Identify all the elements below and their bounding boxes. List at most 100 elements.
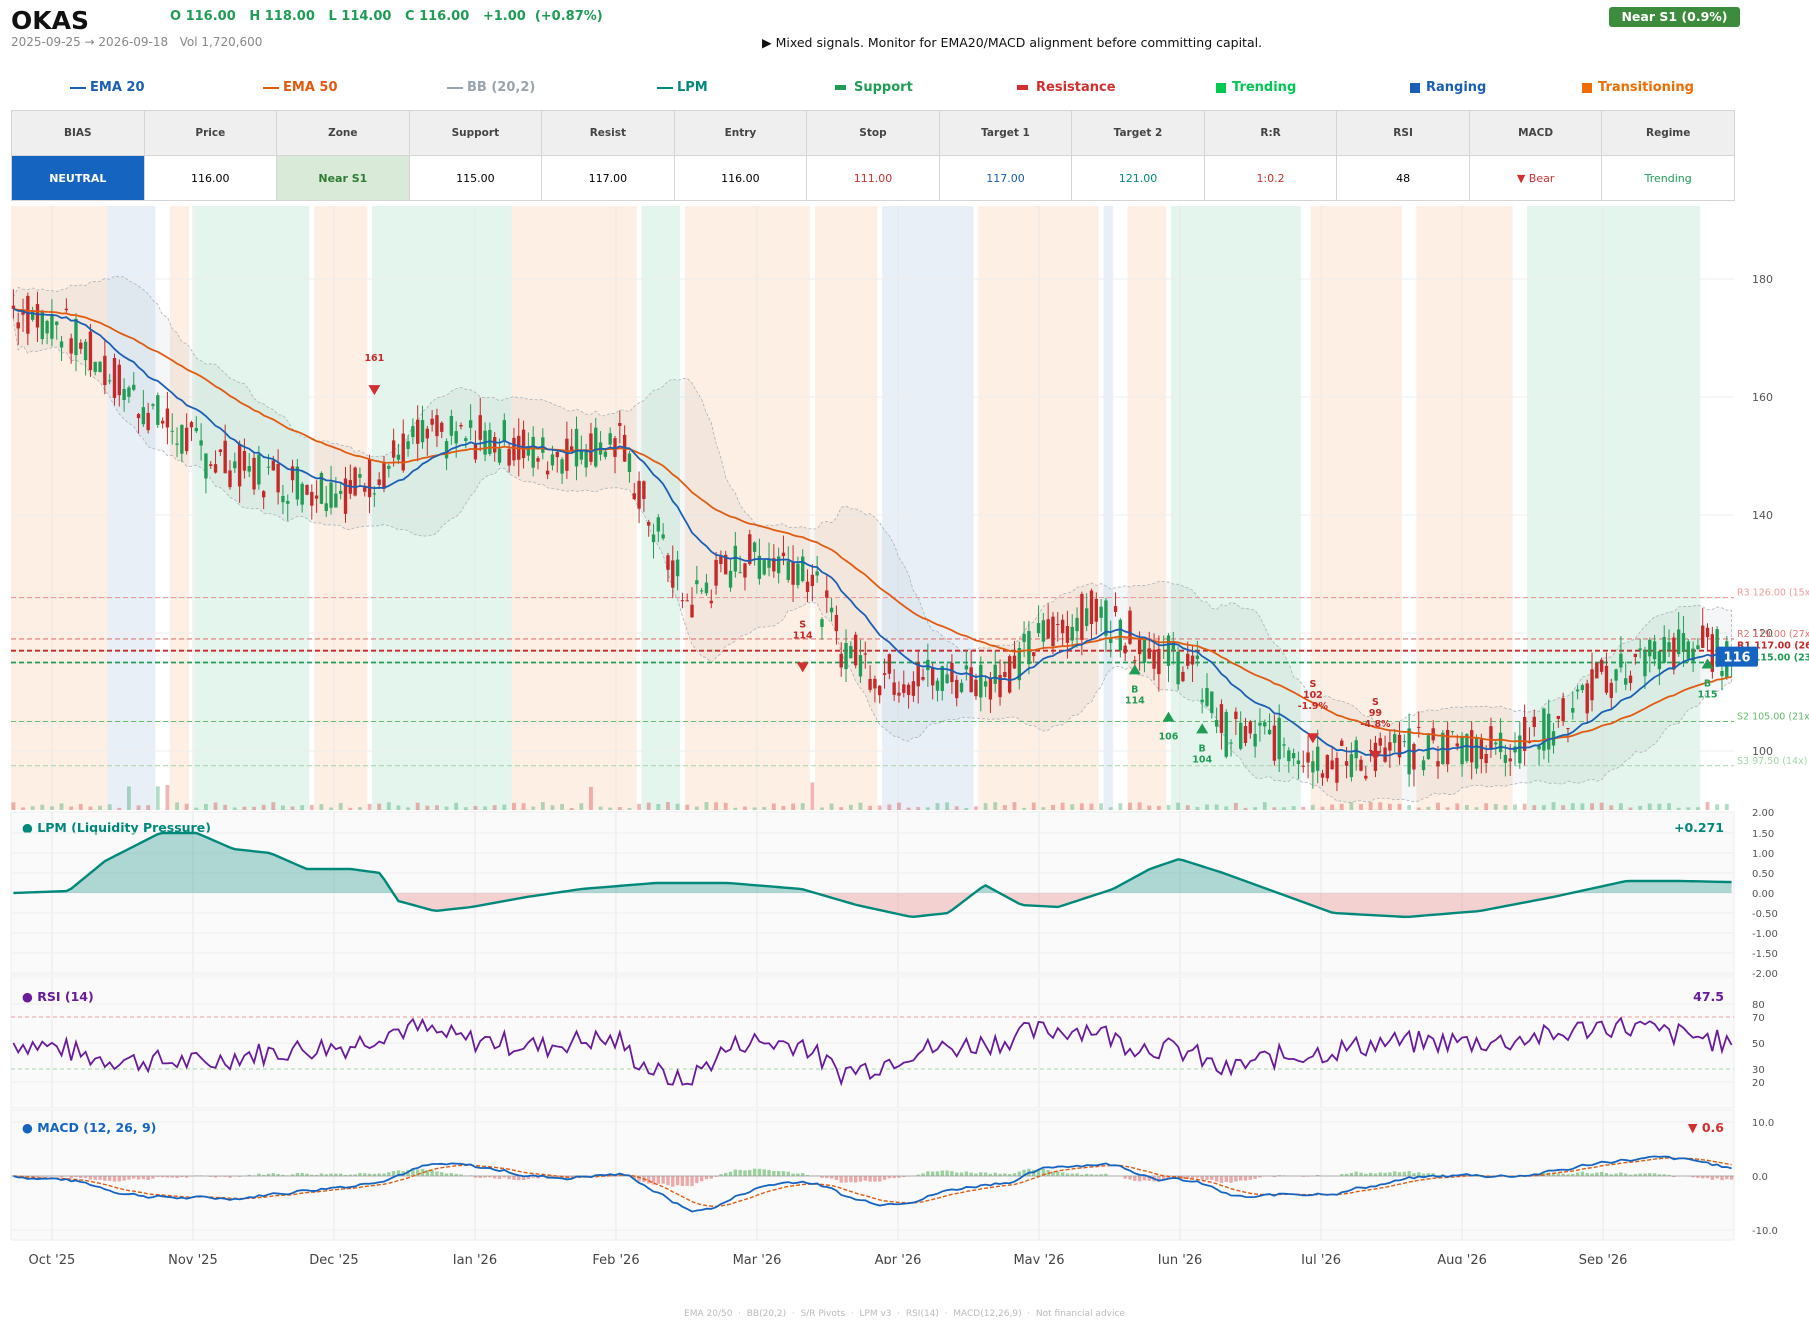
candle-body xyxy=(1364,775,1368,779)
candle-body xyxy=(1628,675,1633,684)
macd-histogram-bar xyxy=(916,1174,920,1176)
volume-bar xyxy=(1455,803,1460,810)
macd-histogram-bar xyxy=(743,1170,747,1176)
candle-body xyxy=(103,355,107,386)
macd-histogram-bar xyxy=(1402,1171,1407,1176)
candle-body xyxy=(425,428,429,439)
metrics-header-cell: Regime xyxy=(1601,110,1735,156)
candle-body xyxy=(440,422,444,432)
macd-histogram-bar xyxy=(35,1176,40,1178)
volume-bar xyxy=(281,805,285,810)
candle-body xyxy=(979,664,983,698)
candle-body xyxy=(719,555,723,564)
volume-bar xyxy=(771,803,776,810)
candle-body xyxy=(493,436,497,453)
candle-body xyxy=(1561,698,1565,722)
sell-signal-label: 161 xyxy=(364,353,384,364)
candle-body xyxy=(1080,593,1084,640)
candle-body xyxy=(1426,735,1431,760)
sell-signal-marker xyxy=(368,385,381,396)
macd-histogram-bar xyxy=(1571,1173,1575,1176)
candle-body xyxy=(180,424,184,454)
legend-trending[interactable]: Trending xyxy=(1216,80,1296,95)
macd-histogram-bar xyxy=(1238,1176,1243,1181)
volume-bar xyxy=(1695,807,1700,810)
regime-band-transitioning xyxy=(1127,206,1167,810)
macd-histogram-bar xyxy=(363,1173,367,1176)
macd-histogram-bar xyxy=(127,1176,131,1180)
candle-body xyxy=(781,552,786,557)
candle-body xyxy=(935,680,940,691)
candle-body xyxy=(1450,731,1455,733)
candle-body xyxy=(194,427,198,432)
macd-histogram-bar xyxy=(160,1176,165,1178)
macd-histogram-bar xyxy=(950,1171,954,1176)
macd-histogram-bar xyxy=(1195,1176,1200,1178)
macd-histogram-bar xyxy=(473,1176,478,1178)
resist-value: 117.00 xyxy=(541,155,675,201)
macd-histogram-bar xyxy=(1672,1176,1676,1178)
legend-ranging[interactable]: Ranging xyxy=(1410,80,1486,95)
legend-bb[interactable]: BB (20,2) xyxy=(447,80,535,95)
macd-histogram-bar xyxy=(921,1173,925,1176)
macd-histogram-bar xyxy=(902,1176,906,1178)
candle-body xyxy=(252,457,256,490)
candle-body xyxy=(117,364,121,396)
legend-support[interactable]: Support xyxy=(835,80,913,95)
macd-histogram-bar xyxy=(517,1176,521,1181)
volume-bar xyxy=(49,806,54,810)
candle-body xyxy=(449,415,454,436)
macd-histogram-bar xyxy=(300,1173,304,1176)
metrics-header-row: BIAS Price Zone Support Resist Entry Sto… xyxy=(11,110,1735,156)
macd-histogram-bar xyxy=(175,1176,179,1179)
macd-histogram-bar xyxy=(1166,1176,1171,1179)
volume-bar xyxy=(868,805,873,810)
candle-body xyxy=(218,449,223,452)
macd-histogram-bar xyxy=(411,1168,415,1176)
volume-bar xyxy=(492,805,497,810)
volume-bar xyxy=(550,805,555,810)
macd-histogram-bar xyxy=(863,1176,867,1181)
candle-body xyxy=(1691,648,1695,662)
candle-body xyxy=(367,459,372,498)
candle-body xyxy=(1229,742,1233,744)
macd-histogram-bar xyxy=(935,1171,940,1176)
sr-level-label: R3 126.00 (15x) xyxy=(1737,588,1809,599)
metrics-header-cell: Target 2 xyxy=(1071,110,1205,156)
macd-histogram-bar xyxy=(454,1173,458,1176)
sell-signal-marker xyxy=(1306,733,1319,744)
candle-body xyxy=(387,465,391,469)
macd-histogram-bar xyxy=(1368,1172,1373,1176)
volume-bar xyxy=(1310,804,1315,810)
legend-lpm[interactable]: LPM xyxy=(657,80,708,95)
x-tick-label: Sep '26 xyxy=(1579,1253,1628,1264)
candle-body xyxy=(478,415,482,440)
candle-body xyxy=(1479,739,1484,760)
macd-histogram-bar xyxy=(334,1173,338,1176)
legend-transitioning[interactable]: Transitioning xyxy=(1582,80,1694,95)
candle-body xyxy=(1368,749,1373,751)
macd-histogram-bar xyxy=(1142,1176,1147,1181)
candle-body xyxy=(1407,728,1411,775)
candle-body xyxy=(772,558,776,572)
macd-histogram-bar xyxy=(1701,1176,1705,1179)
candle-body xyxy=(204,453,208,479)
price-tick-label: 140 xyxy=(1752,509,1773,522)
candle-body xyxy=(464,438,468,441)
candle-body xyxy=(1282,744,1286,746)
candle-body xyxy=(1301,765,1305,767)
macd-histogram-bar xyxy=(714,1176,718,1177)
x-tick-label: Apr '26 xyxy=(875,1253,922,1264)
candle-body xyxy=(834,614,839,632)
volume-bar xyxy=(242,806,247,810)
regime-band-ranging xyxy=(1103,206,1114,810)
macd-histogram-bar xyxy=(632,1176,636,1180)
legend-ema50[interactable]: EMA 50 xyxy=(263,80,338,95)
legend-resistance[interactable]: Resistance xyxy=(1017,80,1116,95)
volume-bar xyxy=(617,807,622,810)
macd-histogram-bar xyxy=(209,1176,213,1177)
candle-body xyxy=(594,427,598,467)
macd-histogram-bar xyxy=(1253,1176,1257,1179)
legend-ema20[interactable]: EMA 20 xyxy=(70,80,145,95)
legend-label: LPM xyxy=(677,80,708,95)
